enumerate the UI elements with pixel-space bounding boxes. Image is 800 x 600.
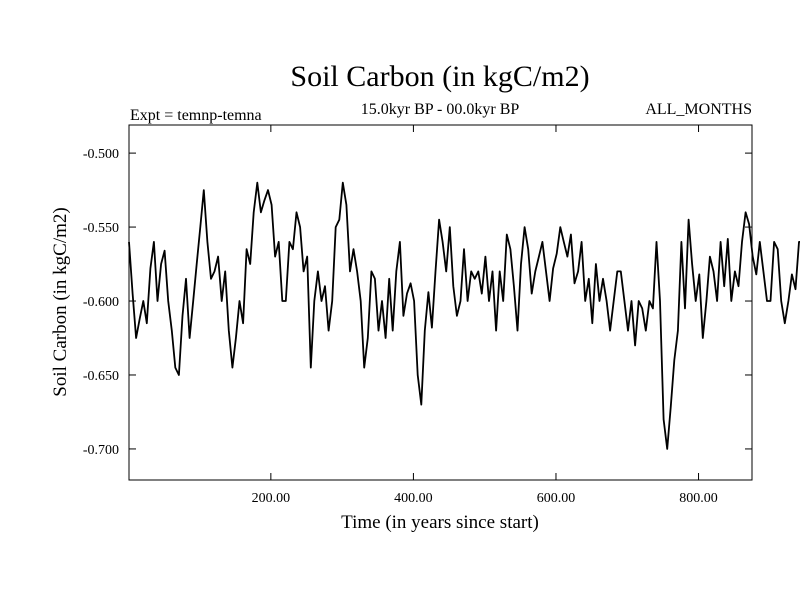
plot-frame: [128, 124, 753, 481]
experiment-label: Expt = temnp-temna: [130, 107, 262, 124]
y-tick-label-4: -0.700: [83, 443, 119, 458]
y-tick-label-3: -0.650: [83, 369, 119, 384]
x-tick-label-2: 600.00: [537, 491, 576, 506]
x-axis-label: Time (in years since start): [341, 512, 539, 533]
y-axis-label: Soil Carbon (in kgC/m2): [50, 207, 71, 396]
chart-title: Soil Carbon (in kgC/m2): [290, 60, 589, 93]
y-tick-label-0: -0.500: [83, 147, 119, 162]
soil-carbon-series-line: [128, 181, 800, 450]
x-tick-label-0: 200.00: [252, 491, 291, 506]
time-range-label: 15.0kyr BP - 00.0kyr BP: [361, 101, 520, 118]
y-axis-ticks: -0.500 -0.550 -0.600 -0.650 -0.700: [83, 147, 752, 458]
x-tick-label-3: 800.00: [679, 491, 718, 506]
months-label: ALL_MONTHS: [645, 101, 752, 118]
x-tick-label-1: 400.00: [394, 491, 433, 506]
x-axis-ticks: 200.00 400.00 600.00 800.00: [252, 125, 718, 506]
y-tick-label-1: -0.550: [83, 221, 119, 236]
y-tick-label-2: -0.600: [83, 295, 119, 310]
